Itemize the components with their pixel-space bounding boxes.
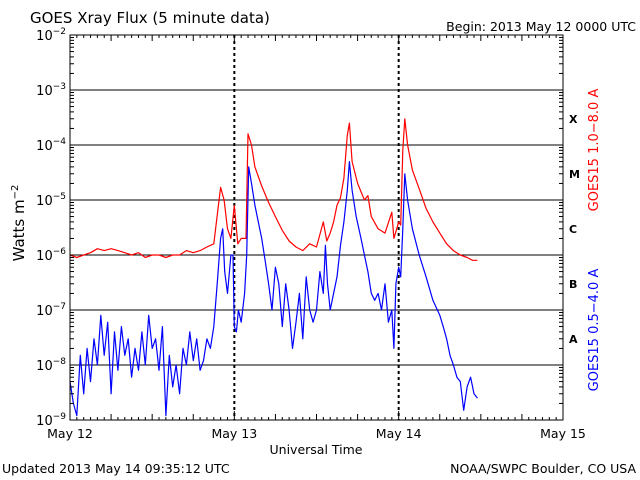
y-tick-label: 10−8 (36, 357, 66, 374)
y-tick-label: 10−9 (36, 412, 66, 429)
x-tick-label: May 15 (540, 426, 586, 441)
y-tick-label: 10−6 (36, 247, 66, 264)
flare-class-label: C (569, 223, 577, 236)
x-tick-label: May 13 (211, 426, 257, 441)
source-label: NOAA/SWPC Boulder, CO USA (450, 461, 636, 476)
legend-label: GOES15 0.5−4.0 A (587, 269, 602, 392)
legend-label: GOES15 1.0−8.0 A (587, 89, 602, 212)
gridlines (70, 34, 563, 421)
updated-label: Updated 2013 May 14 09:35:12 UTC (2, 461, 230, 476)
y-tick-label: 10−5 (36, 192, 66, 209)
y-tick-label: 10−2 (36, 27, 66, 44)
x-tick-label: May 12 (47, 426, 93, 441)
y-tick-label: 10−4 (36, 137, 66, 154)
legend: GOES15 1.0−8.0 A GOES15 0.5−4.0 A (587, 89, 602, 392)
series-line-long (69, 118, 478, 261)
axes: 10−9 10−8 10−7 10−6 10−5 10−4 10−3 10−2 May 12 Ma… (36, 27, 586, 441)
data-series (69, 118, 478, 417)
flare-class-label: M (569, 168, 580, 181)
y-tick-label: 10−7 (36, 302, 66, 319)
series-line-short (69, 161, 478, 417)
y-axis-label: Watts m−2 (10, 185, 28, 262)
plot-frame (69, 34, 564, 421)
flare-class-label: A (569, 333, 578, 346)
begin-label: Begin: 2013 May 12 0000 UTC (446, 19, 636, 34)
flare-class-label: B (569, 278, 577, 291)
svg-text:Watts m−2: Watts m−2 (10, 185, 28, 262)
legend-entry: GOES15 0.5−4.0 A (587, 269, 602, 392)
chart-title: GOES Xray Flux (5 minute data) (30, 9, 270, 27)
flare-class-label: X (569, 113, 578, 126)
x-axis-label: Universal Time (270, 442, 363, 457)
legend-entry: GOES15 1.0−8.0 A (587, 89, 602, 212)
x-tick-label: May 14 (376, 426, 422, 441)
y-tick-label: 10−3 (36, 82, 66, 99)
